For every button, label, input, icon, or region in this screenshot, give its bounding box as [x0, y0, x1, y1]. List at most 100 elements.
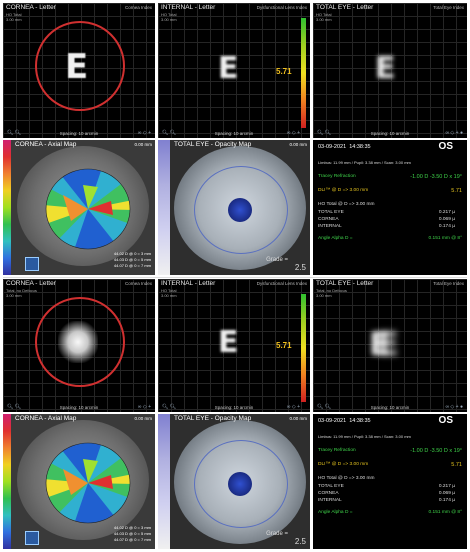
spacing-label: Spacing: 10 arcmin [370, 131, 410, 136]
panel-subtitle: HO Total [316, 12, 332, 17]
panel-size: 3.00 mm [6, 17, 22, 22]
cornea-axial-map-panel-2: CORNEA - Axial Map 0.00 mm 44.02 D @ 0 =… [3, 414, 155, 549]
panel-subtitle: HO Total [161, 12, 177, 17]
tracey-refraction-value: -1.00 D -3.50 D x 19° [410, 448, 462, 454]
zoom-icons[interactable]: 🔍︎ 🔍︎ [317, 404, 332, 410]
ho-total-label: HO Total @ D => 3.00 mm [318, 476, 375, 481]
cornea-letter-panel-2: CORNEA - Letter Cornea Index Total, no D… [3, 279, 155, 412]
dli-value: 5.71 [451, 188, 462, 194]
limbus-pupil-scan: Limbus: 11.99 mm / Pupil: 3.38 mm / Scan… [318, 434, 411, 439]
dli-color-scale [301, 294, 306, 402]
internal-letter-panel: INTERNAL - Letter Dysfunctional Lens Ind… [158, 3, 310, 138]
panel-size: 3.00 mm [161, 293, 177, 298]
map-distance-value: 0.00 mm [289, 416, 307, 421]
view-tool-icons[interactable]: ∞ ◇ + [137, 404, 151, 410]
row-cornea-value: 0.069 µ [438, 491, 455, 496]
letter-e: E [65, 47, 89, 87]
dli-value: 5.71 [276, 67, 292, 76]
panel-index-label: Cornea Index [124, 5, 152, 10]
panel-title: INTERNAL - Letter [161, 280, 216, 287]
row-cornea-label: CORNEA [318, 217, 339, 222]
view-tool-icons[interactable]: ∞ ◇ + [286, 130, 300, 136]
dli-value: 5.71 [451, 462, 462, 468]
thumbnail-toggle[interactable] [25, 531, 39, 545]
map-distance-value: 0.00 mm [289, 142, 307, 147]
thumbnail-toggle[interactable] [25, 257, 39, 271]
panel-title: CORNEA - Axial Map [15, 415, 77, 422]
panel-index-label: Dysfunctional Lens Index [256, 281, 307, 286]
grade-label: Grade = [266, 257, 288, 263]
zoom-icons[interactable]: 🔍︎ 🔍︎ [317, 130, 332, 136]
row-cornea-value: 0.069 µ [438, 217, 455, 222]
limbus-pupil-scan: Limbus: 11.99 mm / Pupil: 3.38 mm / Scan… [318, 160, 411, 165]
panel-size: 3.00 mm [161, 17, 177, 22]
spacing-label: Spacing: 10 arcmin [370, 405, 410, 410]
k-readout-5mm: 44.03 D @ 0 = 5 mm [113, 531, 151, 536]
view-tool-icons[interactable]: ∞ ◇ + [137, 130, 151, 136]
internal-letter-panel-2: INTERNAL - Letter Dysfunctional Lens Ind… [158, 279, 310, 412]
view-tool-icons[interactable]: ∞ ◇ + [286, 404, 300, 410]
panel-index-label: Total Eye Index [433, 5, 464, 10]
panel-title: TOTAL EYE - Opacity Map [174, 141, 252, 148]
map-distance-value: 0.00 mm [134, 416, 152, 421]
panel-size: 3.00 mm [316, 293, 332, 298]
panel-subtitle: Total, no Defocus [316, 288, 347, 293]
row-internal-label: INTERNAL [318, 224, 342, 229]
view-tool-icons[interactable]: ∞ ◇ + ● [445, 130, 463, 136]
iris-ring [194, 166, 288, 254]
angle-alpha-label: Angle Alpha D = [318, 236, 353, 241]
axial-color-scale [3, 140, 11, 275]
zoom-icons[interactable]: 🔍︎ 🔍︎ [7, 404, 22, 410]
section-divider [3, 277, 467, 278]
dli-label: DLI™ @ D => 3.00 mm [318, 462, 369, 467]
dli-value: 5.71 [276, 341, 292, 350]
exam-time: 14:38:35 [349, 418, 371, 424]
tracey-refraction-label: Tracey Refraction [318, 448, 356, 453]
letter-e: E [375, 51, 396, 86]
red-circle-marker [35, 297, 125, 387]
panel-subtitle: Total, no Defocus [6, 288, 37, 293]
dli-color-scale [301, 18, 306, 128]
exam-date: 03-09-2021 [318, 418, 347, 424]
blurred-spot [58, 321, 98, 363]
row-internal-label: INTERNAL [318, 498, 342, 503]
panel-title: TOTAL EYE - Letter [316, 280, 374, 287]
zoom-icons[interactable]: 🔍︎ 🔍︎ [162, 404, 177, 410]
dli-label: DLI™ @ D => 3.00 mm [318, 188, 369, 193]
grade-value: 2.5 [294, 537, 306, 546]
total-letter-panel: TOTAL EYE - Letter Total Eye Index HO To… [313, 3, 467, 138]
panel-title: CORNEA - Axial Map [15, 141, 77, 148]
zoom-icons[interactable]: 🔍︎ 🔍︎ [7, 130, 22, 136]
k-readout-3mm: 44.02 D @ 0 = 3 mm [113, 251, 151, 256]
exam-info-panel-2: 03-09-2021 14:38:35 OS Limbus: 11.99 mm … [313, 414, 467, 549]
grade-label: Grade = [266, 531, 288, 537]
k-readout-7mm: 44.07 D @ 0 = 7 mm [113, 537, 151, 542]
cornea-axial-map-panel: CORNEA - Axial Map 0.00 mm 44.02 D @ 0 =… [3, 140, 155, 275]
axial-topography-map [45, 168, 131, 250]
total-opacity-map-panel: TOTAL EYE - Opacity Map 0.00 mm Grade = … [158, 140, 310, 275]
panel-index-label: Dysfunctional Lens Index [256, 5, 307, 10]
zoom-icons[interactable]: 🔍︎ 🔍︎ [162, 130, 177, 136]
angle-alpha-value: 0.151 mm @ 8° [428, 510, 462, 515]
eye-label: OS [438, 415, 453, 426]
k-readout-7mm: 44.07 D @ 0 = 7 mm [113, 263, 151, 268]
row-total-eye-label: TOTAL EYE [318, 484, 344, 489]
spacing-label: Spacing: 10 arcmin [214, 131, 254, 136]
row-internal-value: 0.174 µ [438, 224, 455, 229]
view-tool-icons[interactable]: ∞ ◇ + ● [445, 404, 463, 410]
angle-alpha-value: 0.151 mm @ 8° [428, 236, 462, 241]
panel-title: INTERNAL - Letter [161, 4, 216, 11]
axial-color-scale [3, 414, 11, 549]
map-distance-value: 0.00 mm [134, 142, 152, 147]
k-readout-3mm: 44.02 D @ 0 = 3 mm [113, 525, 151, 530]
axial-topography-map [45, 442, 131, 524]
red-circle-marker [35, 21, 125, 111]
grade-value: 2.5 [294, 263, 306, 272]
tracey-refraction-label: Tracey Refraction [318, 174, 356, 179]
spacing-label: Spacing: 10 arcmin [59, 131, 99, 136]
letter-e: E [369, 325, 395, 363]
panel-size: 3.00 mm [316, 17, 332, 22]
panel-title: TOTAL EYE - Letter [316, 4, 374, 11]
pupil [228, 472, 252, 496]
